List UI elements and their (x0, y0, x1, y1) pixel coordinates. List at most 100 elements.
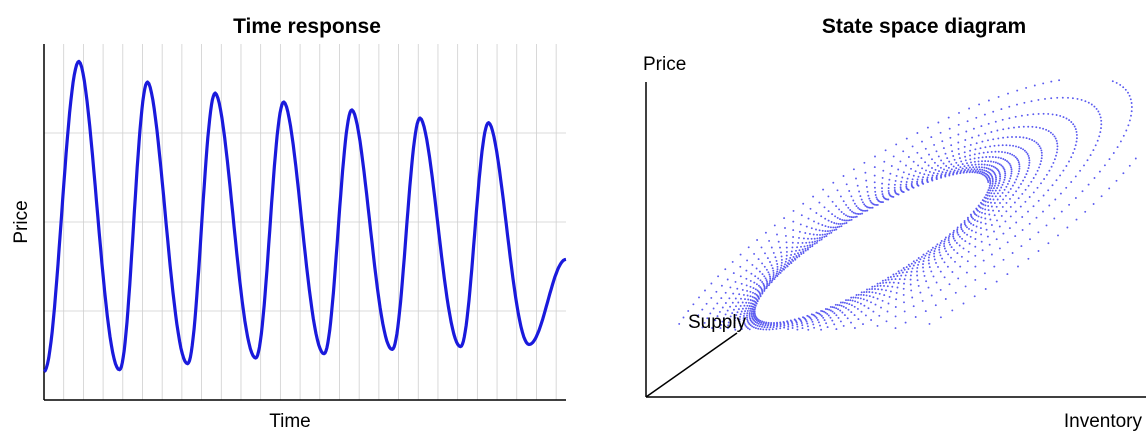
phase-point (852, 199, 855, 202)
phase-point (931, 167, 933, 169)
phase-point (944, 238, 946, 241)
phase-point (839, 309, 842, 312)
phase-point (835, 228, 838, 231)
phase-point (750, 313, 753, 316)
phase-point (936, 164, 939, 167)
phase-point (748, 315, 751, 318)
phase-point (1070, 156, 1073, 159)
phase-point (906, 177, 909, 180)
phase-point (1095, 107, 1098, 110)
phase-point (1015, 145, 1017, 148)
phase-point (824, 308, 827, 310)
phase-point (731, 260, 734, 263)
phase-point (763, 285, 766, 288)
phase-point (997, 144, 1000, 147)
phase-point (876, 297, 879, 300)
phase-point (986, 170, 989, 173)
phase-point (899, 183, 902, 186)
phase-point (943, 242, 946, 245)
phase-point (967, 250, 970, 253)
phase-point (826, 326, 829, 329)
phase-point (895, 272, 898, 275)
phase-point (977, 156, 980, 159)
phase-point (1127, 91, 1129, 94)
phase-point (990, 205, 993, 208)
phase-trajectory (678, 79, 1137, 331)
phase-point (973, 160, 976, 163)
phase-point (971, 164, 973, 166)
phase-point (790, 262, 793, 265)
phase-point (742, 314, 745, 317)
phase-point (860, 209, 863, 212)
phase-point (783, 268, 785, 271)
phase-point (990, 224, 993, 226)
phase-point (1004, 172, 1007, 175)
phase-point (937, 265, 939, 268)
phase-point (817, 321, 820, 324)
phase-point (940, 239, 943, 242)
phase-point (735, 305, 737, 308)
phase-point (850, 311, 853, 314)
phase-point (921, 167, 924, 170)
phase-point (863, 209, 866, 212)
phase-point (751, 295, 754, 298)
phase-point (881, 279, 884, 282)
phase-point (790, 253, 793, 256)
phase-point (1009, 164, 1012, 167)
phase-point (1016, 89, 1019, 92)
phase-point (748, 328, 751, 331)
phase-point (985, 167, 988, 170)
phase-point (996, 219, 998, 222)
phase-point (884, 149, 887, 152)
phase-point (952, 237, 955, 240)
phase-point (860, 293, 863, 296)
phase-point (912, 160, 915, 163)
phase-point (739, 326, 742, 329)
phase-point (962, 247, 965, 250)
phase-point (771, 277, 774, 280)
phase-point (800, 253, 803, 255)
phase-point (739, 253, 742, 256)
phase-point (936, 243, 939, 246)
phase-point (933, 161, 936, 164)
phase-point (892, 281, 895, 284)
phase-point (850, 304, 853, 307)
phase-point (1013, 201, 1016, 204)
phase-point (866, 209, 869, 212)
phase-point (734, 317, 737, 319)
phase-point (840, 304, 843, 307)
phase-point (928, 262, 930, 265)
phase-point (887, 198, 890, 201)
phase-point (1053, 158, 1056, 161)
phase-point (958, 111, 960, 114)
phase-point (952, 235, 955, 238)
phase-point (923, 173, 926, 176)
phase-point (987, 122, 990, 125)
phase-point (845, 183, 848, 186)
phase-point (1057, 234, 1059, 237)
phase-point (860, 198, 863, 201)
phase-point (814, 240, 816, 243)
phase-point (1074, 128, 1077, 131)
phase-point (857, 293, 860, 296)
phase-point (938, 248, 941, 251)
phase-point (989, 168, 992, 171)
phase-point (776, 263, 779, 265)
phase-point (1004, 151, 1006, 154)
phase-point (974, 278, 977, 281)
phase-point (1010, 170, 1013, 173)
phase-point (926, 178, 929, 181)
phase-point (780, 264, 783, 267)
phase-point (832, 226, 835, 229)
phase-point (875, 203, 878, 206)
phase-point (831, 213, 834, 216)
phase-point (715, 290, 718, 293)
phase-point (887, 192, 890, 194)
phase-point (1071, 97, 1074, 100)
phase-point (733, 324, 736, 327)
phase-point (919, 258, 922, 261)
phase-point (899, 160, 902, 163)
phase-point (765, 279, 768, 282)
phase-point (1002, 167, 1005, 170)
phase-point (1037, 199, 1040, 202)
